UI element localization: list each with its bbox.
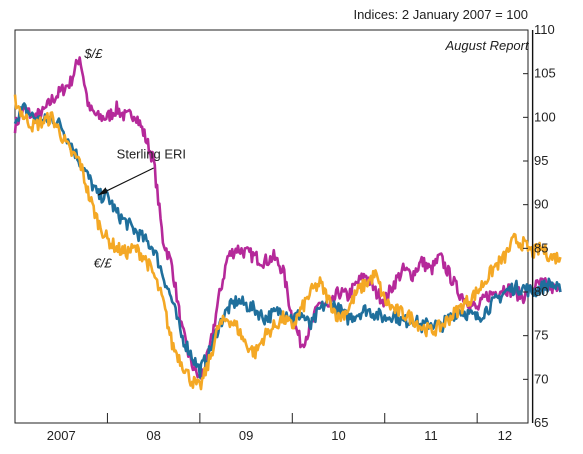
label-sterling-eri: Sterling ERI xyxy=(117,146,186,161)
unit-note: Indices: 2 January 2007 = 100 xyxy=(353,7,528,22)
y-tick-label: 65 xyxy=(534,415,548,430)
x-tick-label: 08 xyxy=(146,428,160,443)
series-line-sterling-eri xyxy=(13,102,562,379)
plot-frame xyxy=(14,29,529,424)
label-eur-gbp: €/£ xyxy=(94,256,113,271)
axis-layer: 65 70 75 80 85 90 95 100 105 110 2007 08 09 10 11 12 xyxy=(47,22,556,443)
annot-layer: August Report $/£ Sterling ERI €/£ xyxy=(83,38,530,271)
report-label: August Report xyxy=(445,38,530,53)
x-tick-label: 11 xyxy=(424,428,438,443)
x-tick-label: 10 xyxy=(331,428,345,443)
series-line-usd-gbp xyxy=(13,56,562,380)
y-tick-label: 95 xyxy=(534,153,548,168)
y-tick-label: 110 xyxy=(534,22,555,37)
label-usd-gbp: $/£ xyxy=(83,46,103,61)
x-tick-label: 09 xyxy=(239,428,253,443)
x-tick-label: 2007 xyxy=(47,428,76,443)
y-tick-label: 85 xyxy=(534,240,548,255)
y-tick-label: 70 xyxy=(534,371,548,386)
x-tick-label: 12 xyxy=(498,428,512,443)
series-line-eur-gbp xyxy=(13,94,562,391)
series-layer xyxy=(13,56,562,391)
y-tick-label: 75 xyxy=(534,328,548,343)
y-tick-label: 105 xyxy=(534,66,556,81)
arrow-sterling-eri xyxy=(97,167,154,196)
y-tick-label: 90 xyxy=(534,197,548,212)
arrowhead-sterling-eri xyxy=(98,187,108,196)
y-tick-label: 100 xyxy=(534,109,556,124)
y-tick-label: 80 xyxy=(534,284,548,299)
